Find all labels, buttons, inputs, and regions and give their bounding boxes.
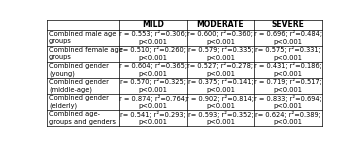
Text: r = 0.902; r²=0.814;
p<0.001: r = 0.902; r²=0.814; p<0.001 [187,95,254,109]
Text: Combined female age
groups: Combined female age groups [49,47,123,60]
Text: r = 0.719; r²=0.517;
p<0.001: r = 0.719; r²=0.517; p<0.001 [254,79,322,93]
Text: r = 0.604; r²=0.365;
p<0.001: r = 0.604; r²=0.365; p<0.001 [119,62,187,77]
Text: MODERATE: MODERATE [197,20,244,30]
Text: r = 0.431; r²=0.186;
p<0.001: r = 0.431; r²=0.186; p<0.001 [254,62,322,77]
Text: r = 0.553; r²=0.306;
p<0.001: r = 0.553; r²=0.306; p<0.001 [119,30,187,45]
Text: r= 0.375; r²=0.141;
p<0.001: r= 0.375; r²=0.141; p<0.001 [188,79,253,93]
Text: Combined male age
groups: Combined male age groups [49,31,116,44]
Text: r= 0.579; r²=0.335;
p<0.001: r= 0.579; r²=0.335; p<0.001 [188,46,253,61]
Text: r = 0.874; r²=0.764;
p<0.001: r = 0.874; r²=0.764; p<0.001 [119,95,187,109]
Text: r= 0.541; r²=0.293;
p<0.001: r= 0.541; r²=0.293; p<0.001 [120,111,185,125]
Text: Combined gender
(elderly): Combined gender (elderly) [49,95,109,109]
Text: Combined gender
(middle-age): Combined gender (middle-age) [49,79,109,93]
Text: r = 0.696; r²=0.484;
p<0.001: r = 0.696; r²=0.484; p<0.001 [254,30,322,45]
Text: Combined age-
groups and genders: Combined age- groups and genders [49,111,116,125]
Text: MILD: MILD [142,20,164,30]
Text: r= 0.575; r²=0.331;
p<0.001: r= 0.575; r²=0.331; p<0.001 [255,46,321,61]
Text: r= 0.527; r²=0.278;
p<0.001: r= 0.527; r²=0.278; p<0.001 [187,62,253,77]
Text: r = 0.833; r²=0.694;
p<0.001: r = 0.833; r²=0.694; p<0.001 [254,95,322,109]
Text: r= 0.624; r²=0.389;
p<0.001: r= 0.624; r²=0.389; p<0.001 [255,111,321,125]
Text: r= 0.593; r²=0.352;
p<0.001: r= 0.593; r²=0.352; p<0.001 [188,111,253,125]
Text: r= 0.600; r²=0.360;
p<0.001: r= 0.600; r²=0.360; p<0.001 [188,30,253,45]
Text: SEVERE: SEVERE [272,20,304,30]
Text: r= 0.570; r²=0.325;
p<0.001: r= 0.570; r²=0.325; p<0.001 [120,79,186,93]
Text: r= 0.510; r²=0.260;
p<0.001: r= 0.510; r²=0.260; p<0.001 [120,46,186,61]
Text: Combined gender
(young): Combined gender (young) [49,63,109,77]
